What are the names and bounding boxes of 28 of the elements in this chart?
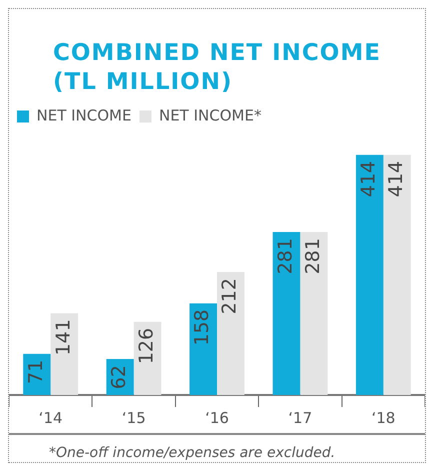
bar bbox=[272, 232, 300, 395]
data-label: 141 bbox=[52, 319, 74, 356]
data-label: 126 bbox=[135, 328, 158, 364]
bar bbox=[50, 313, 78, 395]
bar bbox=[356, 154, 384, 395]
x-tick-label: ‘15 bbox=[122, 408, 146, 427]
data-label: 281 bbox=[302, 238, 324, 274]
data-label: 158 bbox=[191, 309, 214, 346]
x-tick-label: ‘17 bbox=[288, 408, 312, 427]
x-tick-label: ‘14 bbox=[38, 408, 63, 427]
legend-label: NET INCOME bbox=[36, 106, 132, 124]
data-label: 71 bbox=[24, 360, 47, 384]
bar bbox=[190, 303, 217, 395]
data-label: 212 bbox=[218, 278, 241, 314]
legend-label: NET INCOME* bbox=[158, 106, 262, 124]
x-tick-label: ‘16 bbox=[205, 408, 229, 427]
data-label: 62 bbox=[108, 365, 130, 390]
x-tick-label: ‘18 bbox=[371, 408, 396, 427]
bar bbox=[300, 232, 328, 395]
bar bbox=[383, 154, 411, 395]
data-label: 414 bbox=[358, 160, 380, 198]
bar bbox=[23, 354, 51, 395]
bar bbox=[217, 272, 244, 395]
data-label: 414 bbox=[385, 160, 408, 198]
text: *One-off income/expenses are excluded. bbox=[49, 445, 336, 461]
data-label: 281 bbox=[274, 238, 296, 274]
chart-title: COMBINED NET INCOME (TL MILLION) bbox=[53, 39, 382, 97]
bar bbox=[134, 322, 162, 395]
